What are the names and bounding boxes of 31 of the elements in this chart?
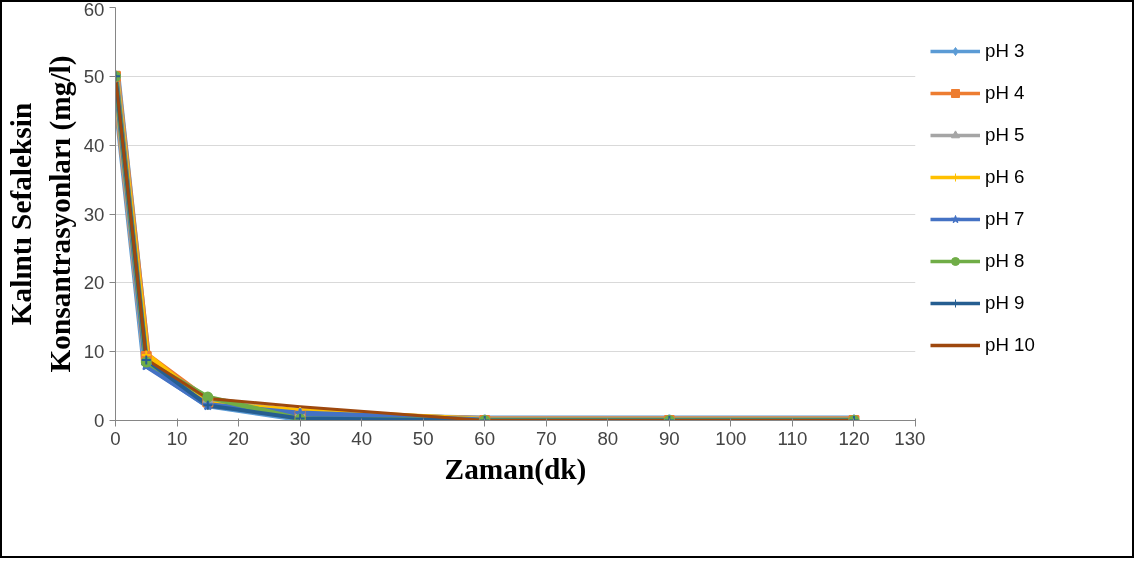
x-tick-label: 80 bbox=[597, 427, 619, 449]
x-tick-label: 50 bbox=[412, 427, 434, 449]
legend-label: pH 10 bbox=[985, 333, 1035, 356]
y-tick-label: 60 bbox=[83, 0, 105, 20]
x-tick-label: 100 bbox=[715, 427, 747, 449]
x-tick-label: 90 bbox=[658, 427, 680, 449]
x-tick-label: 70 bbox=[535, 427, 557, 449]
x-tick-label: 110 bbox=[777, 427, 808, 449]
y-tick-label: 50 bbox=[83, 65, 105, 87]
x-tick-label: 130 bbox=[894, 427, 926, 449]
x-axis-title: Zaman(dk) bbox=[444, 452, 587, 486]
y-tick-label: 40 bbox=[83, 134, 105, 156]
x-tick-label: 40 bbox=[351, 427, 373, 449]
y-tick-label: 10 bbox=[83, 341, 105, 363]
x-tick-label: 20 bbox=[228, 427, 249, 449]
legend-label: pH 7 bbox=[985, 207, 1025, 230]
y-axis-title: Kalıntı Sefaleksin Konsantrasyonları (mg/l) bbox=[5, 55, 77, 373]
y-tick-label: 20 bbox=[83, 272, 105, 294]
legend-label: pH 5 bbox=[985, 123, 1025, 146]
legend-label: pH 6 bbox=[985, 165, 1025, 188]
y-tick-label: 0 bbox=[94, 410, 105, 431]
y-tick-label: 30 bbox=[83, 203, 105, 225]
x-tick-label: 60 bbox=[474, 427, 496, 449]
x-tick-label: 0 bbox=[110, 427, 121, 449]
legend-label: pH 3 bbox=[985, 39, 1025, 62]
x-tick-label: 10 bbox=[166, 427, 188, 449]
legend-label: pH 8 bbox=[985, 249, 1025, 272]
x-tick-label: 30 bbox=[289, 427, 311, 449]
x-tick-label: 120 bbox=[838, 427, 870, 449]
legend-label: pH 9 bbox=[985, 291, 1025, 314]
legend-label: pH 4 bbox=[985, 81, 1025, 104]
